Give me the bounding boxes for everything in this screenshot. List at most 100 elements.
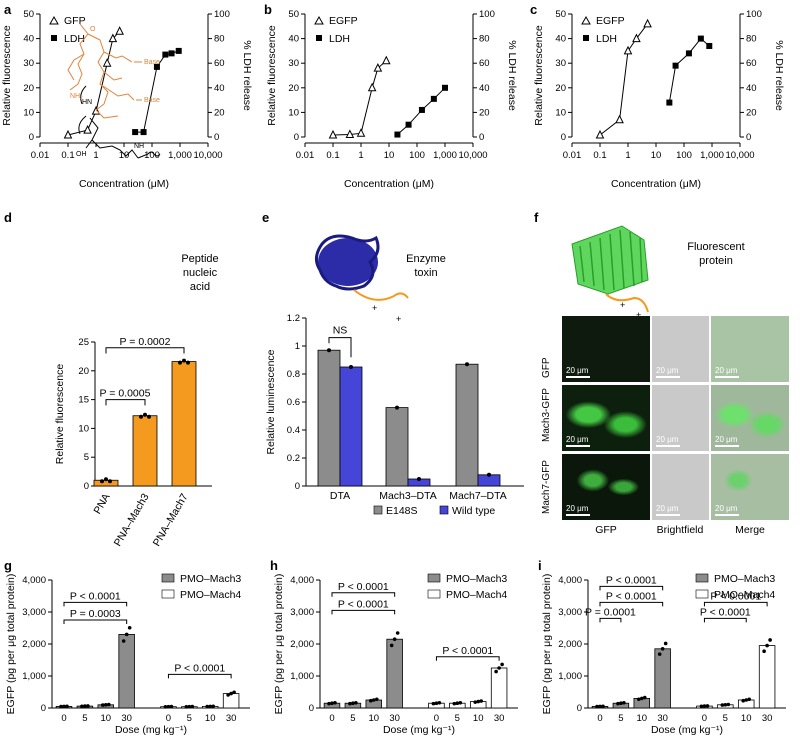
sig-bracket — [599, 585, 664, 591]
replicate-dot — [83, 704, 87, 708]
replicate-dot — [660, 647, 665, 651]
chart-b: 0.01 0.1 1 10 100 1,000 10,000 0 10 20 30 40 50 0 20 40… — [266, 9, 518, 190]
replicate-dot — [595, 704, 599, 709]
y-tick-label: 0 — [309, 703, 314, 714]
scalebar: 20 μm — [715, 435, 740, 447]
sig-bracket — [331, 609, 396, 615]
y-tick-label-right: 40 — [214, 83, 225, 94]
y-tick-label: 4,000 — [290, 575, 314, 586]
replicate-dot — [229, 691, 233, 696]
replicate-dot — [663, 641, 668, 646]
x-tick-label: 0 — [434, 713, 439, 724]
p-value: P < 0.0001 — [606, 590, 657, 602]
chem-nh2: NH₂ — [70, 93, 83, 100]
data-point-ldh — [153, 63, 160, 70]
x-axis-label: Concentration (μM) — [344, 178, 434, 190]
legend-label-mach4: PMO–Mach4 — [180, 589, 241, 601]
row-label-gfp: GFP — [541, 357, 552, 378]
fit-curve-gfp — [67, 30, 121, 136]
replicate-dot — [636, 697, 641, 702]
y-tick-label: 15 — [78, 395, 89, 406]
data-point-ldh — [442, 84, 448, 91]
y-tick-label: 1,000 — [558, 671, 582, 682]
y-tick-label-left: 50 — [555, 9, 566, 20]
scalebar: 20 μm — [566, 366, 591, 378]
scalebar: 20 μm — [656, 504, 681, 516]
replicate-dot — [205, 704, 210, 709]
legend-label-1: EGFP — [329, 15, 358, 27]
x-tick-label: 10 — [100, 713, 111, 724]
x-tick-label: 1 — [625, 150, 630, 161]
y-tick-label-left: 0 — [561, 132, 566, 143]
replicate-dot — [187, 704, 192, 709]
bar-wild-type — [339, 366, 363, 487]
legend-label-mach4: PMO–Mach4 — [446, 589, 507, 601]
p-value: P = 0.0001 — [585, 606, 636, 618]
replicate-dot — [333, 700, 337, 705]
data-point-ldh — [430, 95, 437, 102]
replicate-dot — [147, 414, 151, 419]
gfp-plus-1: + — [620, 300, 625, 310]
replicate-dot — [348, 701, 352, 706]
data-point-ldh — [418, 106, 425, 113]
gfp-caption-1: Fluorescent — [687, 241, 744, 253]
x-tick-label: 10 — [651, 150, 662, 161]
replicate-dot — [166, 704, 171, 709]
x-tick-label: 10 — [368, 713, 379, 724]
data-point-egfp — [381, 55, 391, 65]
y-axis-label: Relative luminescence — [265, 349, 277, 454]
y-tick-label: 10 — [78, 423, 89, 434]
legend-label-wild-type: Wild type — [452, 505, 495, 517]
x-axis-label: Dose (mg kg⁻¹) — [115, 724, 187, 736]
col-label-gfp: GFP — [595, 524, 617, 536]
replicate-dot — [351, 701, 355, 705]
y-tick-label-right: 0 — [746, 132, 751, 143]
x-tick-label: 10 — [473, 713, 484, 724]
x-tick-label: 10 — [636, 713, 647, 724]
bar-pmo-mach3 — [654, 648, 671, 709]
charge-plus-1: + — [372, 303, 377, 313]
replicate-dot — [598, 704, 602, 709]
x-tick-label: 1 — [358, 150, 363, 161]
replicate-dot — [178, 360, 182, 365]
replicate-dot — [330, 701, 334, 705]
chem-nh: NH — [134, 143, 144, 150]
y-tick-label-right: 80 — [746, 34, 757, 45]
col-label-merge: Merge — [735, 524, 765, 536]
y-axis-label-right: % LDH release — [773, 40, 785, 111]
data-point-egfp — [643, 18, 652, 28]
x-tick-label: Mach3–DTA — [379, 490, 437, 502]
legend-label-2: LDH — [329, 33, 350, 45]
replicate-dot — [487, 472, 491, 477]
y-tick-label: 0.8 — [287, 369, 300, 380]
replicate-dot — [452, 701, 457, 706]
y-tick-label-right: 60 — [746, 58, 757, 69]
x-tick-label: 10 — [384, 150, 395, 161]
replicate-dot — [639, 696, 644, 701]
x-tick-label: 0.01 — [31, 150, 50, 161]
y-tick-label: 2,000 — [22, 639, 46, 650]
replicate-dot — [434, 701, 439, 705]
legend-swatch-mach4 — [427, 589, 441, 599]
pna-caption-2: nucleic — [183, 267, 218, 279]
scalebar: 20 μm — [566, 435, 591, 447]
legend-label-mach3: PMO–Mach3 — [714, 573, 775, 585]
x-tick-label: 1 — [93, 150, 98, 161]
replicate-dot — [127, 625, 132, 630]
legend-label-1: GFP — [64, 15, 86, 27]
bar-e148s — [455, 363, 479, 487]
replicate-dot — [431, 701, 436, 706]
replicate-dot — [139, 414, 143, 419]
img-mach3-gfp: 20 μm — [562, 385, 650, 451]
replicate-dot — [720, 703, 725, 707]
y-axis-label-right: % LDH release — [241, 40, 253, 111]
replicate-dot — [497, 666, 501, 670]
data-point-ldh — [697, 35, 704, 42]
y-tick-label-right: 80 — [214, 34, 225, 45]
x-tick-label: 0.1 — [61, 150, 74, 161]
y-tick-label: 1.2 — [287, 313, 300, 324]
replicate-dot — [455, 701, 460, 705]
y-tick-label: 0.2 — [287, 453, 300, 464]
y-axis-label: Relative fluorescence — [54, 364, 66, 465]
